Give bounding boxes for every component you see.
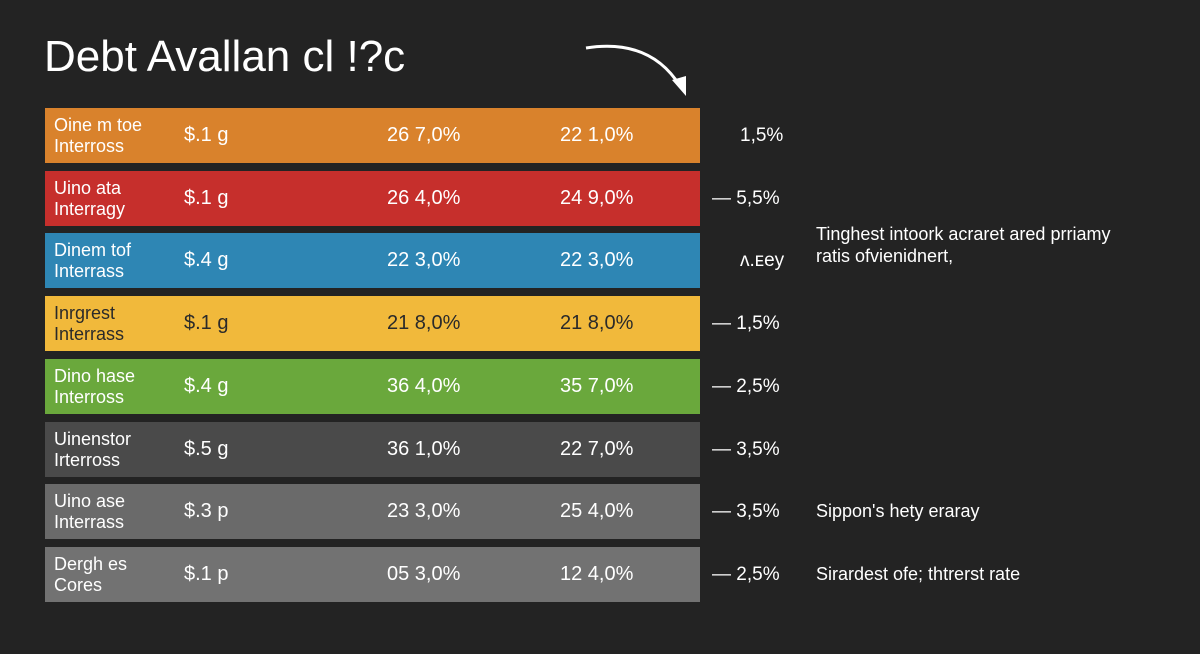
- debt-name-line: Uino ase: [54, 491, 126, 512]
- note: Sirardest ofe; thtrerst rate: [816, 563, 1020, 585]
- rate-a: 36 4,0%: [387, 374, 461, 397]
- note-line: Sippon's hety eraray: [816, 501, 980, 522]
- rate-a: 23 3,0%: [387, 500, 461, 523]
- debt-name-line: Dinem tof: [54, 240, 132, 261]
- amount: $.4 g: [184, 374, 229, 397]
- amount: $.4 g: [184, 249, 229, 272]
- amount: $.1 g: [184, 312, 229, 335]
- debt-name-line: Oine m toe: [54, 115, 143, 135]
- debt-name-line: Irterross: [54, 449, 121, 470]
- debt-name-line: Interragy: [54, 198, 126, 219]
- debt-name-line: Interross: [54, 136, 125, 156]
- rate-b: 21 8,0%: [560, 312, 634, 335]
- rate-a: 05 3,0%: [387, 562, 461, 585]
- debt-name: Inrgrest Interrass: [54, 303, 124, 345]
- debt-row: Uinenstor Irterross $.5 g 36 1,0% 22 7,0%: [45, 421, 700, 477]
- debt-name-line: Interrass: [54, 512, 125, 533]
- rate-a: 26 4,0%: [387, 186, 461, 209]
- amount: $.3 p: [184, 500, 229, 523]
- note-line: Sirardest ofe; thtrerst rate: [816, 563, 1021, 584]
- debt-name-line: Dino hase: [54, 365, 136, 386]
- side-value: — 3,5%: [712, 501, 780, 523]
- note-line: Tinghest intoork acraret ared prriamy: [816, 224, 1111, 245]
- amount: $.5 g: [184, 437, 229, 460]
- rate-a: 26 7,0%: [387, 124, 461, 146]
- debt-name: Oine m toe Interross: [54, 115, 142, 157]
- debt-row: Inrgrest Interrass $.1 g 21 8,0% 21 8,0%: [45, 296, 700, 352]
- debt-name: Dergh es Cores: [54, 554, 127, 596]
- note-line: ratis ofvienidnert,: [816, 246, 954, 267]
- debt-row: Oine m toe Interross $.1 g 26 7,0% 22 1,0%: [45, 108, 700, 163]
- debt-name-line: Uino ata: [54, 177, 122, 198]
- side-value: 1,5%: [740, 125, 784, 146]
- note: Sippon's hety eraray: [816, 500, 980, 522]
- debt-row: Uino ase Interrass $.3 p 23 3,0% 25 4,0%: [45, 484, 700, 540]
- debt-name-line: Interrass: [54, 261, 125, 282]
- rate-a: 36 1,0%: [387, 437, 461, 460]
- side-value: ᴧ.ᴇey: [740, 250, 785, 272]
- rate-b: 22 3,0%: [560, 249, 634, 272]
- debt-row: Dergh es Cores $.1 p 05 3,0% 12 4,0%: [45, 546, 700, 602]
- debt-name: Uino ase Interrass: [54, 491, 125, 533]
- debt-name-line: Dergh es: [54, 553, 128, 574]
- title: Debt Avallan cl !?c: [44, 32, 406, 81]
- arrow: [585, 44, 686, 96]
- debt-row: Uino ata Interragy $.1 g 26 4,0% 24 9,0%: [45, 170, 700, 226]
- note: Tinghest intoork acraret ared prriamy rat…: [816, 223, 1110, 267]
- rate-a: 21 8,0%: [387, 312, 461, 335]
- debt-name-line: Uinenstor: [54, 428, 132, 449]
- side-value: — 3,5%: [712, 438, 780, 460]
- rate-a: 22 3,0%: [387, 249, 461, 272]
- debt-row: Dino hase Interross $.4 g 36 4,0% 35 7,0%: [45, 358, 700, 414]
- amount: $.1 g: [184, 124, 229, 146]
- side-value: — 1,5%: [712, 313, 780, 335]
- side-value: — 2,5%: [712, 563, 780, 585]
- debt-name-line: Cores: [54, 574, 103, 595]
- rate-b: 12 4,0%: [560, 562, 634, 585]
- rate-b: 35 7,0%: [560, 374, 634, 397]
- side-value: — 2,5%: [712, 375, 780, 397]
- debt-name: Dinem tof Interrass: [54, 240, 131, 282]
- debt-name: Uino ata Interragy: [54, 178, 125, 220]
- rate-b: 22 1,0%: [560, 124, 634, 146]
- debt-name: Dino hase Interross: [54, 366, 135, 408]
- debt-name-line: Inrgrest: [54, 303, 116, 324]
- debt-name: Uinenstor Irterross: [54, 429, 131, 471]
- debt-name-line: Interrass: [54, 324, 125, 345]
- amount: $.1 g: [184, 186, 229, 209]
- debt-name-line: Interross: [54, 386, 125, 407]
- rate-b: 22 7,0%: [560, 437, 634, 460]
- debt-row: Dinem tof Interrass $.4 g 22 3,0% 22 3,0%: [45, 233, 700, 289]
- amount: $.1 p: [184, 562, 229, 585]
- rate-b: 24 9,0%: [560, 186, 634, 209]
- rate-b: 25 4,0%: [560, 500, 634, 523]
- side-value: — 5,5%: [712, 187, 780, 209]
